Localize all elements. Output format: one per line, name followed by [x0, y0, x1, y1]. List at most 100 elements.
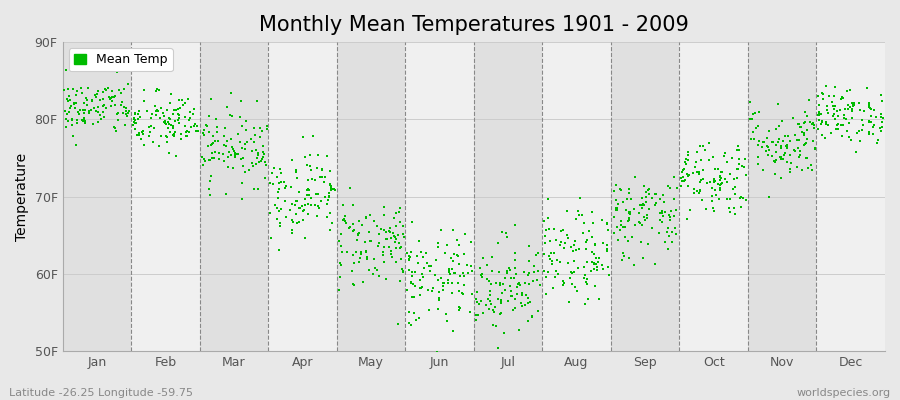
Point — [760, 143, 774, 149]
Point — [166, 132, 180, 138]
Point — [560, 208, 574, 214]
Point — [119, 104, 133, 111]
Point — [256, 154, 271, 160]
Point — [82, 110, 96, 116]
Y-axis label: Temperature: Temperature — [15, 152, 29, 241]
Point — [518, 301, 533, 308]
Point — [752, 108, 766, 115]
Point — [508, 221, 523, 228]
Point — [425, 287, 439, 294]
Point — [355, 221, 369, 228]
Point — [523, 298, 537, 305]
Point — [112, 110, 126, 116]
Point — [635, 195, 650, 201]
Point — [464, 309, 478, 315]
Point — [772, 154, 787, 160]
Point — [251, 150, 266, 156]
Point — [128, 111, 142, 117]
Point — [251, 159, 266, 166]
Point — [295, 203, 310, 209]
Point — [96, 96, 111, 102]
Point — [159, 120, 174, 127]
Point — [93, 97, 107, 104]
Point — [655, 192, 670, 198]
Point — [706, 178, 721, 185]
Point — [713, 174, 727, 180]
Point — [76, 107, 90, 113]
Point — [483, 301, 498, 308]
Point — [732, 155, 746, 162]
Point — [184, 123, 198, 130]
Point — [789, 137, 804, 143]
Point — [565, 269, 580, 276]
Point — [464, 263, 478, 269]
Point — [167, 118, 182, 124]
Point — [364, 238, 378, 244]
Point — [668, 224, 682, 231]
Point — [236, 155, 250, 161]
Point — [456, 273, 471, 279]
Point — [347, 227, 362, 233]
Point — [161, 119, 176, 125]
Point — [442, 268, 456, 275]
Point — [699, 180, 714, 186]
Point — [697, 167, 711, 173]
Point — [460, 262, 474, 269]
Point — [662, 212, 676, 218]
Point — [59, 116, 74, 122]
Point — [168, 129, 183, 136]
Point — [652, 210, 667, 216]
Point — [796, 142, 811, 148]
Point — [248, 124, 262, 131]
Point — [841, 102, 855, 108]
Point — [831, 126, 845, 132]
Point — [833, 121, 848, 128]
Point — [508, 305, 522, 311]
Point — [134, 129, 148, 136]
Point — [873, 125, 887, 131]
Point — [298, 201, 312, 208]
Point — [607, 214, 621, 220]
Point — [496, 281, 510, 287]
Point — [531, 250, 545, 256]
Point — [393, 219, 408, 226]
Point — [494, 300, 508, 306]
Point — [739, 172, 753, 178]
Point — [507, 275, 521, 281]
Point — [494, 299, 508, 306]
Point — [794, 124, 808, 131]
Point — [564, 281, 579, 287]
Point — [335, 248, 349, 255]
Point — [706, 204, 720, 211]
Point — [831, 121, 845, 127]
Point — [551, 270, 565, 277]
Point — [515, 303, 529, 310]
Point — [452, 288, 466, 294]
Point — [568, 238, 582, 244]
Point — [609, 197, 624, 204]
Point — [642, 206, 656, 212]
Point — [431, 306, 446, 312]
Point — [157, 112, 171, 119]
Point — [600, 226, 615, 233]
Point — [571, 288, 585, 294]
Point — [713, 187, 727, 194]
Point — [435, 350, 449, 356]
Point — [512, 280, 526, 286]
Point — [539, 274, 554, 280]
Point — [202, 143, 216, 149]
Point — [638, 217, 652, 223]
Point — [410, 252, 424, 259]
Point — [632, 218, 646, 225]
Point — [166, 110, 181, 117]
Point — [107, 102, 122, 108]
Point — [504, 288, 518, 294]
Point — [730, 147, 744, 153]
Point — [432, 289, 446, 295]
Point — [89, 108, 104, 114]
Point — [733, 195, 747, 202]
Point — [113, 102, 128, 108]
Point — [678, 176, 692, 183]
Point — [634, 239, 648, 246]
Point — [141, 133, 156, 139]
